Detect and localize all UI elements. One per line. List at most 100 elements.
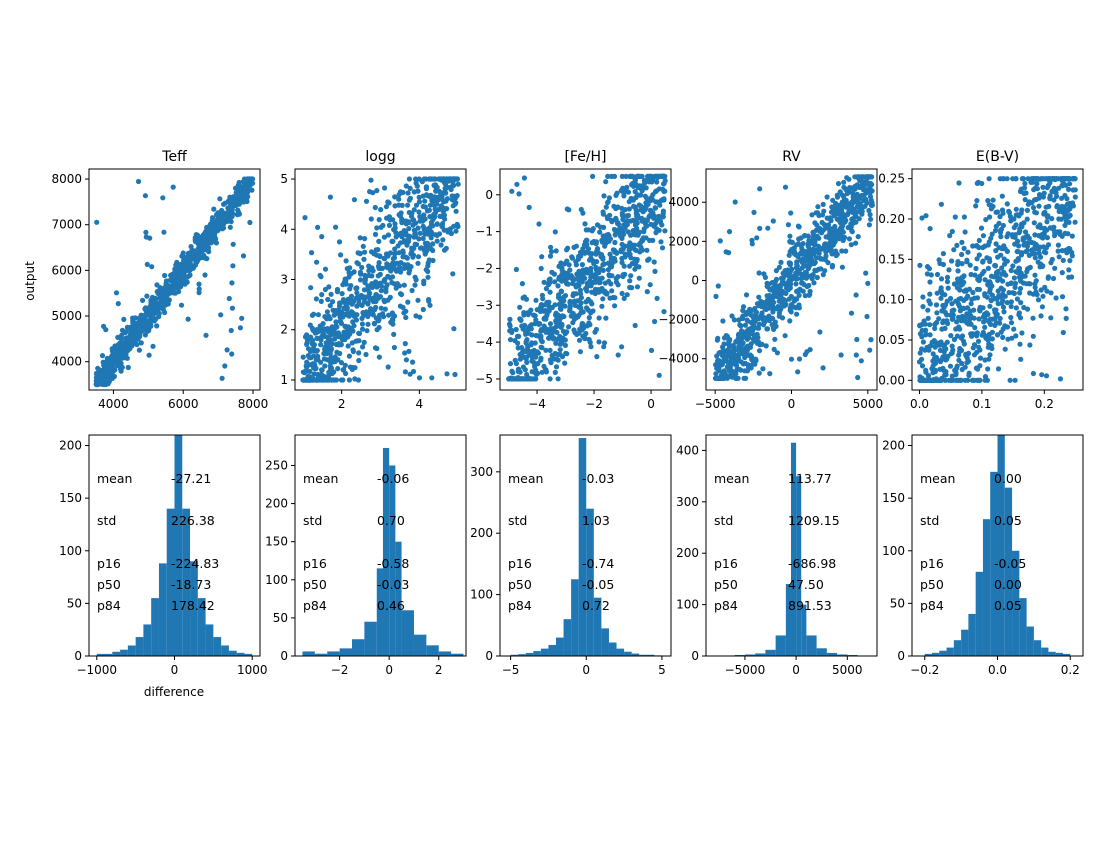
scatter-point [551,271,558,277]
scatter-point [328,345,334,351]
histogram-bar [555,637,564,656]
scatter-point [416,199,423,205]
scatter-point [154,282,160,288]
scatter-point [393,285,399,291]
scatter-point [1059,195,1065,201]
scatter-point [793,281,799,287]
scatter-point [843,248,849,254]
scatter-point [524,354,530,360]
scatter-point [528,307,534,313]
scatter-point [613,192,619,198]
scatter-point [415,225,421,231]
scatter-point [533,376,539,382]
scatter-point [403,308,409,314]
scatter-point [936,316,942,322]
scatter-point [568,274,574,280]
scatter-point [144,261,150,267]
scatter-point [1062,230,1068,236]
scatter-point [822,268,828,274]
scatter-point [327,303,333,309]
scatter-point [603,204,609,210]
scatter-point [787,269,793,275]
histogram-bar [533,651,541,656]
scatter-point [1066,186,1072,192]
scatter-point [375,263,382,269]
scatter-point [142,193,148,199]
scatter-point [225,218,231,224]
scatter-point [366,272,372,278]
scatter-point [125,364,131,371]
scatter-point [178,266,184,272]
scatter-point [442,216,448,222]
scatter-point [425,274,431,280]
scatter-point [328,354,334,361]
scatter-point [1033,289,1039,295]
scatter-point [997,214,1003,220]
scatter-point [552,369,558,375]
scatter-point [796,236,802,242]
scatter-point [455,181,461,187]
scatter-point [1030,370,1036,377]
scatter-point [389,274,396,280]
y-tick-label: −1 [475,225,493,239]
stat-label-std: std [714,513,733,528]
scatter-point [518,317,524,323]
scatter-point [868,180,874,187]
scatter-point [392,225,398,231]
scatter-point [614,204,621,210]
scatter-point [107,376,113,382]
scatter-point [345,310,351,317]
scatter-point [760,322,767,328]
scatter-point [1004,176,1010,182]
scatter-point [130,318,136,324]
scatter-point [144,293,150,299]
scatter-point [1041,211,1047,217]
scatter-point [105,369,111,375]
scatter-point [1001,269,1007,275]
scatter-point [609,173,615,179]
y-tick-label: −2000 [658,313,699,327]
scatter-point [153,300,159,306]
scatter-point [593,251,599,257]
scatter-point [338,252,344,258]
scatter-point [726,368,732,374]
scatter-point [539,254,545,260]
scatter-point [627,278,633,284]
scatter-point [527,323,533,330]
scatter-point [202,272,208,278]
scatter-point [714,337,721,343]
scatter-point [829,251,835,257]
scatter-point [553,248,559,254]
scatter-point [339,291,345,297]
scatter-point [1041,190,1047,196]
scatter-point [807,273,814,279]
scatter-point [1019,330,1025,336]
panel-title: E(B-V) [976,149,1019,165]
scatter-point [416,236,422,242]
histogram-bar [382,447,390,656]
scatter-point [963,295,969,301]
scatter-point [556,301,562,307]
scatter-point [415,297,421,303]
scatter-point [322,266,329,272]
scatter-point [1006,209,1013,216]
scatter-point [785,222,792,228]
stat-value-p84: 0.72 [582,598,610,613]
scatter-point [791,304,797,310]
y-tick-label: 300 [470,465,493,479]
scatter-point [557,347,563,353]
scatter-point [309,250,315,256]
scatter-point [328,291,334,297]
y-tick-label: 7000 [51,218,82,232]
scatter-point [732,199,738,205]
scatter-point [654,199,660,205]
scatter-point [971,342,978,348]
y-tick-label: 2 [280,323,288,337]
scatter-point [327,194,333,200]
scatter-point [426,207,432,213]
scatter-point [613,275,619,282]
scatter-point [579,327,585,333]
scatter-point [104,356,111,362]
